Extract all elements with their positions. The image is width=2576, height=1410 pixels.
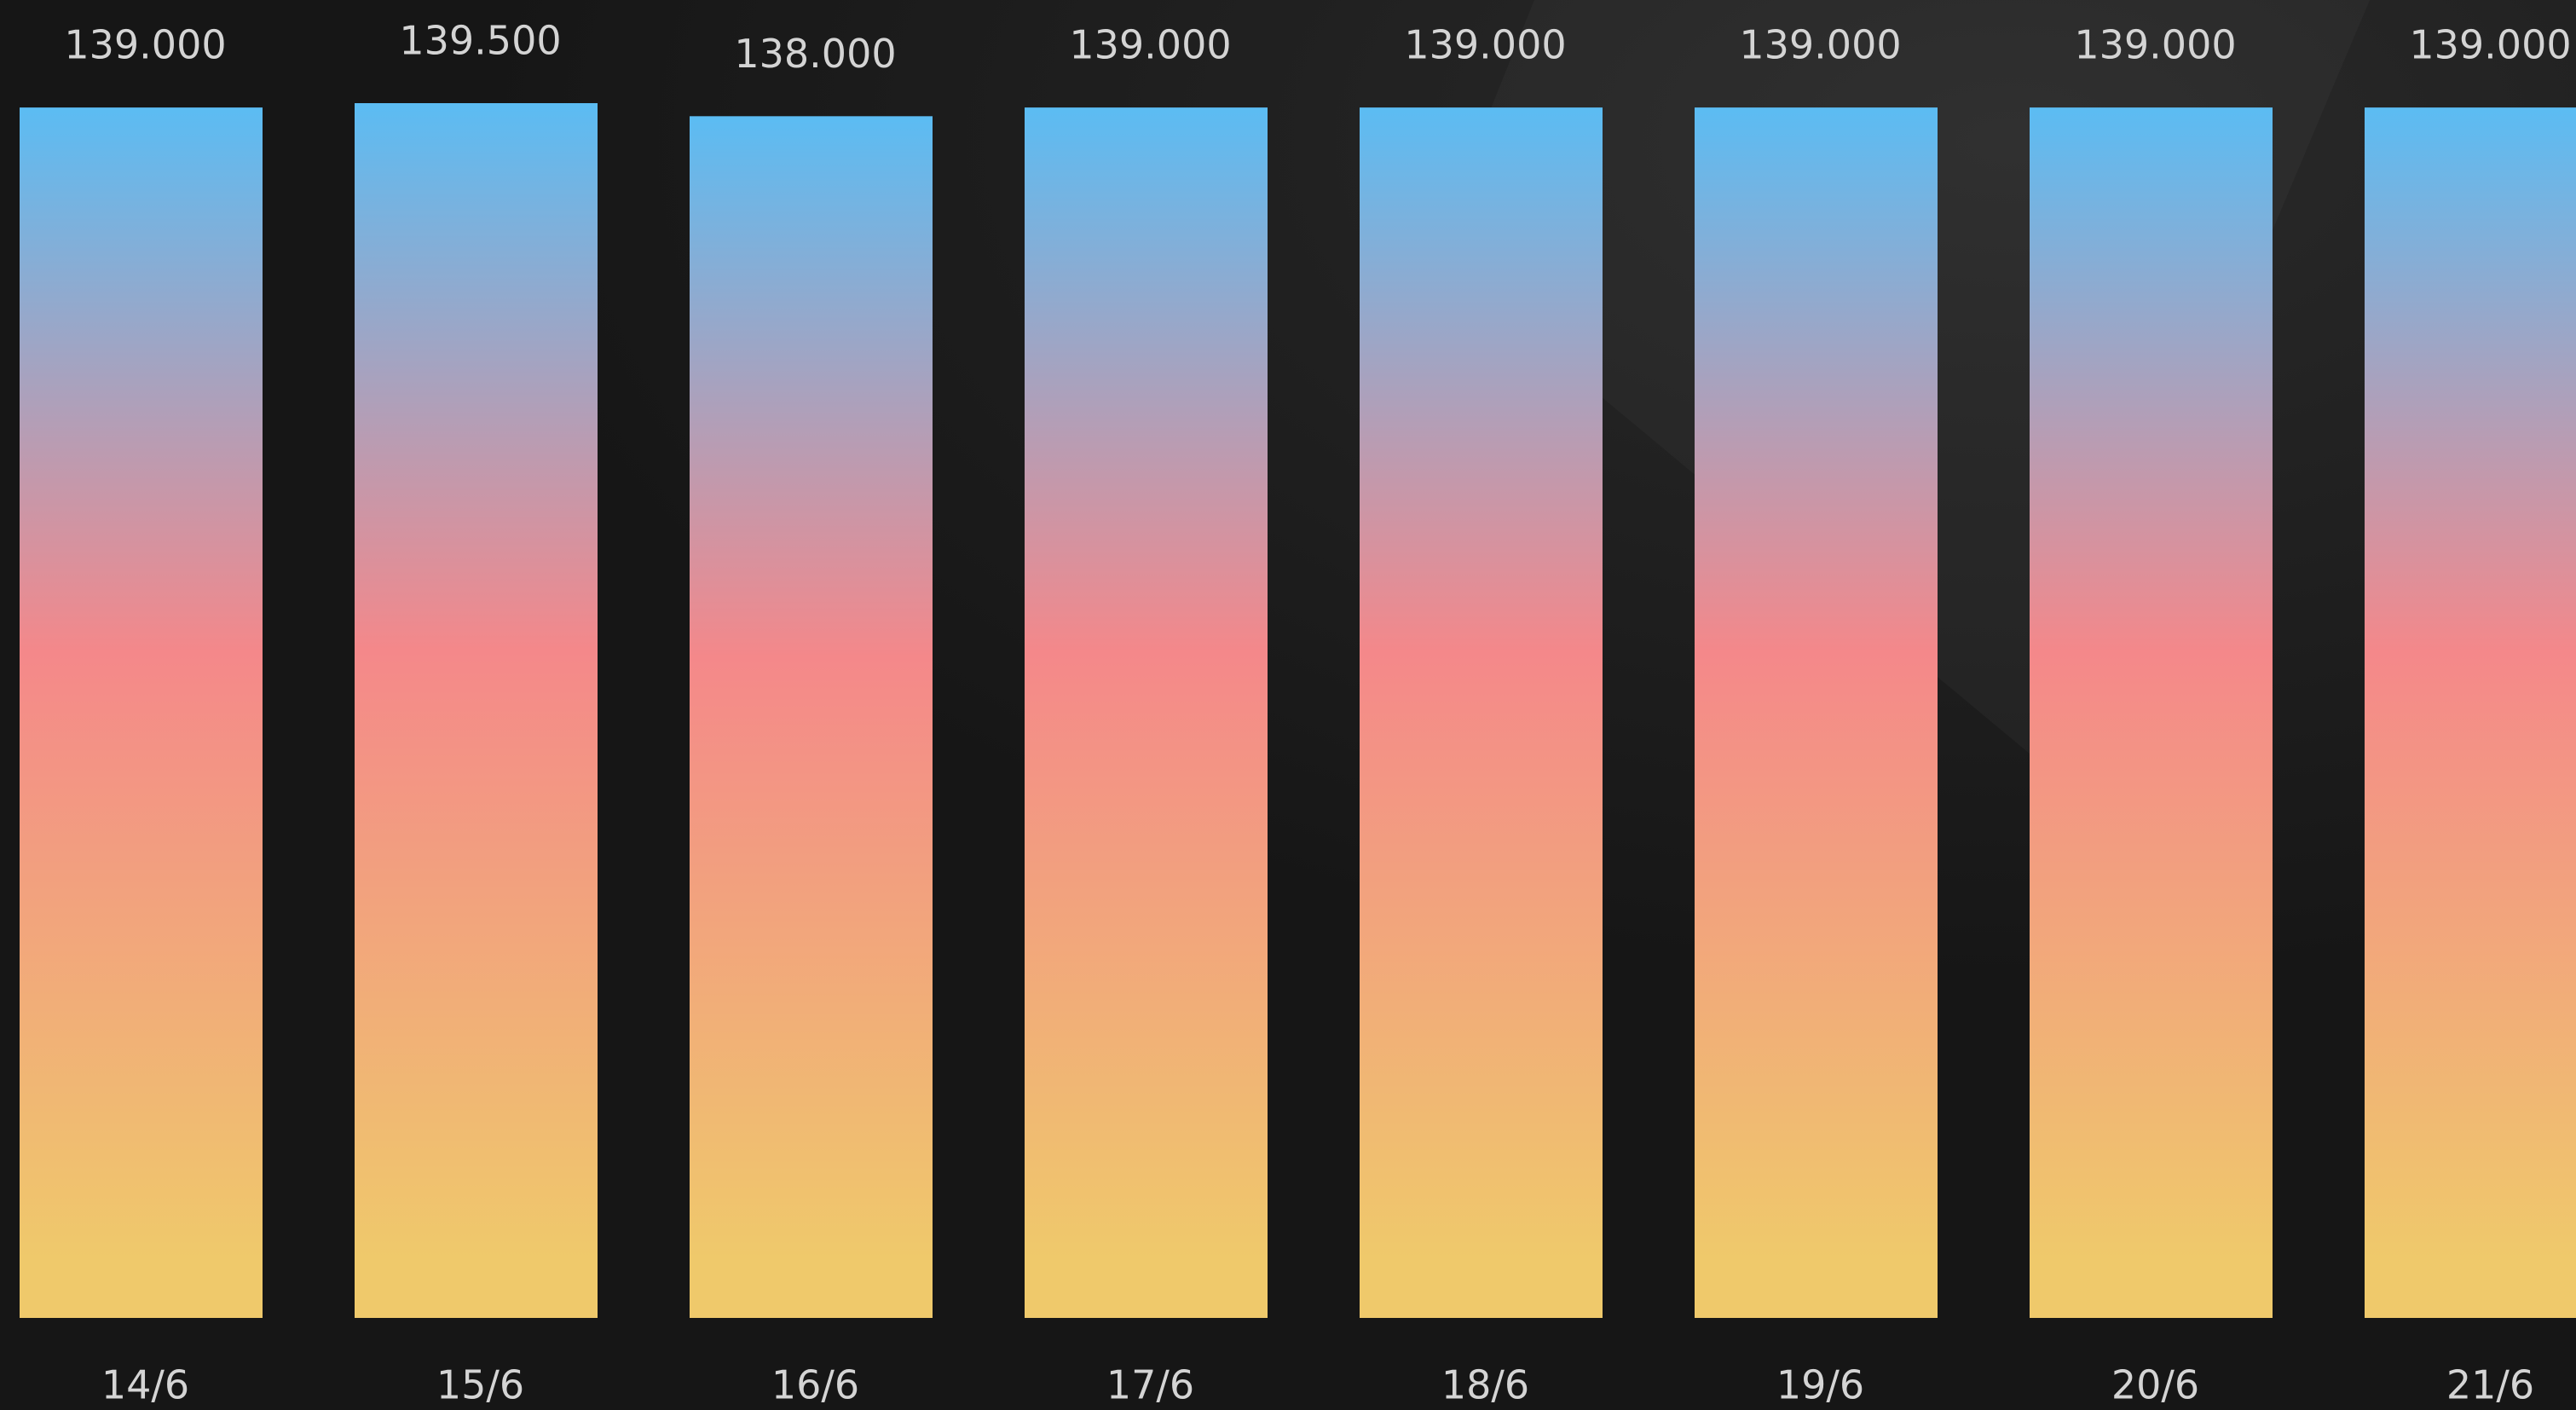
value-label: 139.000 (2074, 22, 2236, 68)
value-label: 139.000 (64, 22, 226, 68)
x-tick-label: 18/6 (1441, 1362, 1529, 1408)
x-tick-label: 14/6 (101, 1362, 189, 1408)
bar (355, 103, 598, 1318)
value-label: 139.000 (1739, 22, 1901, 68)
bar (20, 107, 263, 1318)
bar (1360, 107, 1603, 1318)
value-label: 139.500 (399, 18, 561, 64)
x-tick-label: 17/6 (1106, 1362, 1194, 1408)
bar (690, 116, 933, 1318)
x-tick-label: 21/6 (2446, 1362, 2534, 1408)
bar (1695, 107, 1938, 1318)
bar (2030, 107, 2273, 1318)
value-label: 139.000 (1069, 22, 1231, 68)
bar (2365, 107, 2576, 1318)
x-tick-label: 20/6 (2111, 1362, 2199, 1408)
value-label: 139.000 (2409, 22, 2571, 68)
x-tick-label: 15/6 (436, 1362, 524, 1408)
value-label: 138.000 (734, 31, 896, 77)
x-tick-label: 16/6 (771, 1362, 859, 1408)
x-tick-label: 19/6 (1776, 1362, 1864, 1408)
bar (1025, 107, 1268, 1318)
value-label: 139.000 (1404, 22, 1566, 68)
